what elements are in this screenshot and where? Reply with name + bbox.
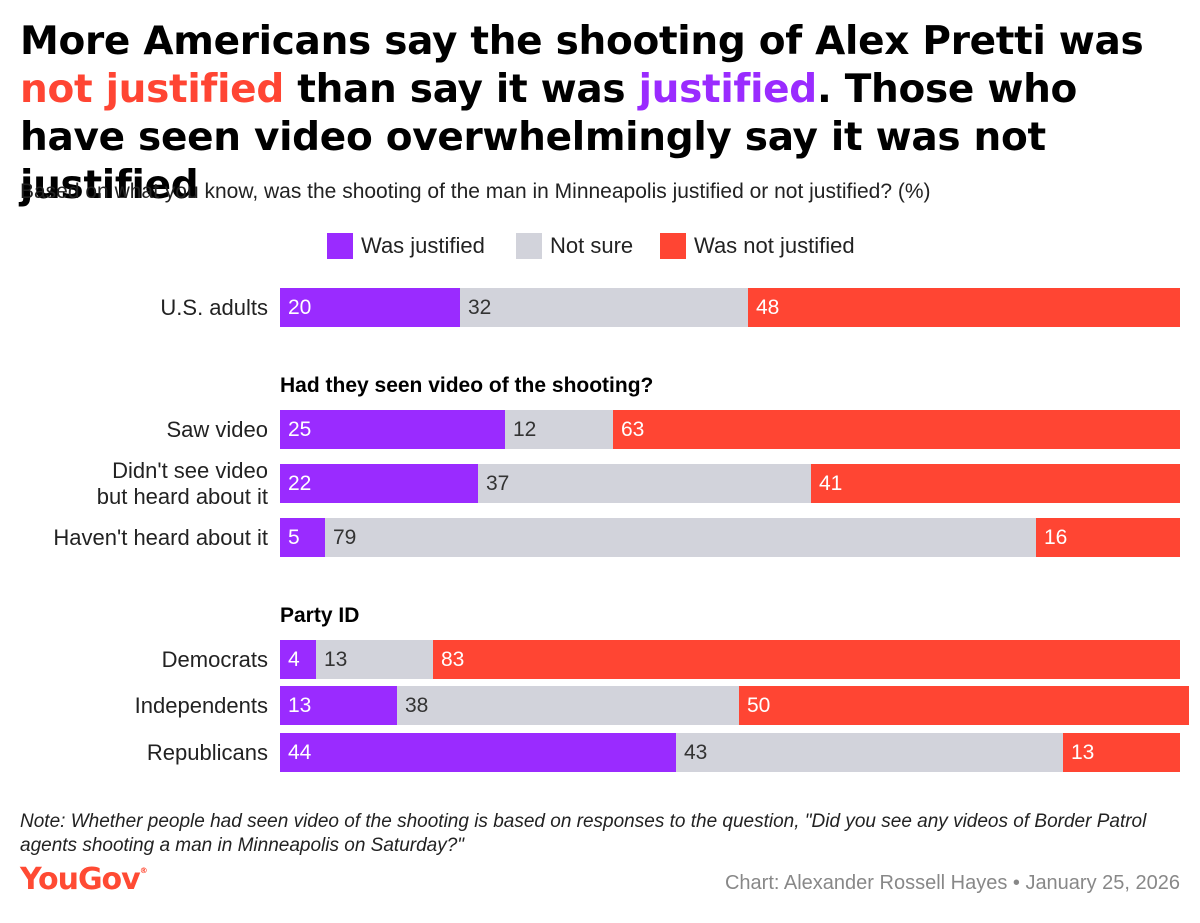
bar-segment-not-justified (1063, 733, 1180, 772)
row-label-line: Democrats (161, 646, 268, 672)
legend-label-justified: Was justified (361, 233, 485, 258)
row-label: Independents (0, 693, 268, 719)
legend-swatch-justified (327, 233, 353, 259)
chart-credit: Chart: Alexander Rossell Hayes • January… (724, 872, 1180, 894)
yougov-logo: YouGov® (20, 862, 148, 897)
bar-segment-not-sure (505, 410, 613, 449)
legend-label-not-sure: Not sure (550, 233, 634, 258)
bar-segment-not-justified (433, 640, 1180, 679)
group-heading-1: Had they seen video of the shooting? (280, 374, 654, 397)
bar-segment-justified (280, 518, 325, 557)
legend-item-justified: Was justified (327, 233, 485, 259)
data-label-not-justified: 83 (441, 648, 465, 671)
footnote: Note: Whether people had seen video of t… (20, 811, 1147, 856)
data-label-not-sure: 32 (468, 296, 492, 319)
legend-label-not-justified: Was not justified (694, 233, 855, 258)
bar-segment-justified (280, 686, 397, 725)
title-part-1: More Americans say the shooting of Alex … (20, 19, 1144, 64)
legend: Was justified Not sure Was not justified (0, 233, 1200, 263)
data-label-not-sure: 43 (684, 741, 708, 764)
row-label: U.S. adults (0, 295, 268, 321)
chart-subtitle: Based on what you know, was the shooting… (20, 180, 931, 203)
data-label-justified: 4 (288, 648, 300, 671)
row-label-line: Republicans (146, 739, 268, 765)
data-label-not-justified: 16 (1044, 526, 1068, 549)
bar-segment-justified (280, 410, 505, 449)
data-label-justified: 25 (288, 418, 312, 441)
bar-segment-justified (280, 288, 460, 327)
row-label: Haven't heard about it (0, 525, 268, 551)
data-label-not-justified: 63 (621, 418, 645, 441)
data-label-not-justified: 48 (756, 296, 780, 319)
bar-segment-justified (280, 640, 316, 679)
title-highlight-not-justified: not justified (20, 67, 284, 112)
row-label: Saw video (0, 417, 268, 443)
logo-registered-mark: ® (139, 866, 148, 875)
data-label-justified: 13 (288, 694, 312, 717)
row-label-line: Didn't see video (112, 457, 268, 483)
bar-segment-not-justified (811, 464, 1180, 503)
logo-text: YouGov (20, 862, 141, 897)
data-label-not-sure: 79 (333, 526, 357, 549)
bar-segment-not-sure (676, 733, 1063, 772)
row-label-line: Haven't heard about it (53, 524, 268, 550)
row-label: Didn't see video but heard about it (0, 458, 268, 510)
data-label-not-sure: 38 (405, 694, 429, 717)
title-part-2: than say it was (283, 67, 639, 112)
bar-segment-not-justified (739, 686, 1189, 725)
data-label-not-sure: 37 (486, 472, 510, 495)
data-label-not-justified: 41 (819, 472, 843, 495)
bar-segment-not-justified (748, 288, 1180, 327)
chart-title: More Americans say the shooting of Alex … (20, 18, 1185, 210)
legend-swatch-not-justified (660, 233, 686, 259)
bar-segment-justified (280, 464, 478, 503)
data-label-justified: 44 (288, 741, 312, 764)
group-heading-2: Party ID (280, 604, 360, 627)
row-label-line: Independents (134, 692, 268, 718)
legend-swatch-not-sure (516, 233, 542, 259)
data-label-not-sure: 13 (324, 648, 348, 671)
data-label-not-justified: 13 (1071, 741, 1095, 764)
bar-segment-not-sure (478, 464, 811, 503)
legend-item-not-sure: Not sure (516, 233, 633, 259)
bar-segment-not-sure (460, 288, 748, 327)
data-label-justified: 5 (288, 526, 300, 549)
data-label-not-justified: 50 (747, 694, 771, 717)
data-label-justified: 22 (288, 472, 312, 495)
bar-segment-not-sure (316, 640, 433, 679)
bar-segment-not-sure (397, 686, 739, 725)
bar-segment-justified (280, 733, 676, 772)
bar-segment-not-sure (325, 518, 1036, 557)
row-label: Democrats (0, 647, 268, 673)
title-part-3: . Those who have seen video overwhelming… (20, 67, 1078, 208)
row-label-line: Saw video (166, 416, 268, 442)
row-label: Republicans (0, 740, 268, 766)
data-label-not-sure: 12 (513, 418, 537, 441)
title-highlight-justified: justified (638, 67, 818, 112)
bar-segment-not-justified (1036, 518, 1180, 557)
row-label-line: U.S. adults (160, 294, 268, 320)
legend-item-not-justified: Was not justified (660, 233, 855, 259)
row-label-line: but heard about it (96, 483, 268, 509)
bar-segment-not-justified (613, 410, 1180, 449)
data-label-justified: 20 (288, 296, 312, 319)
